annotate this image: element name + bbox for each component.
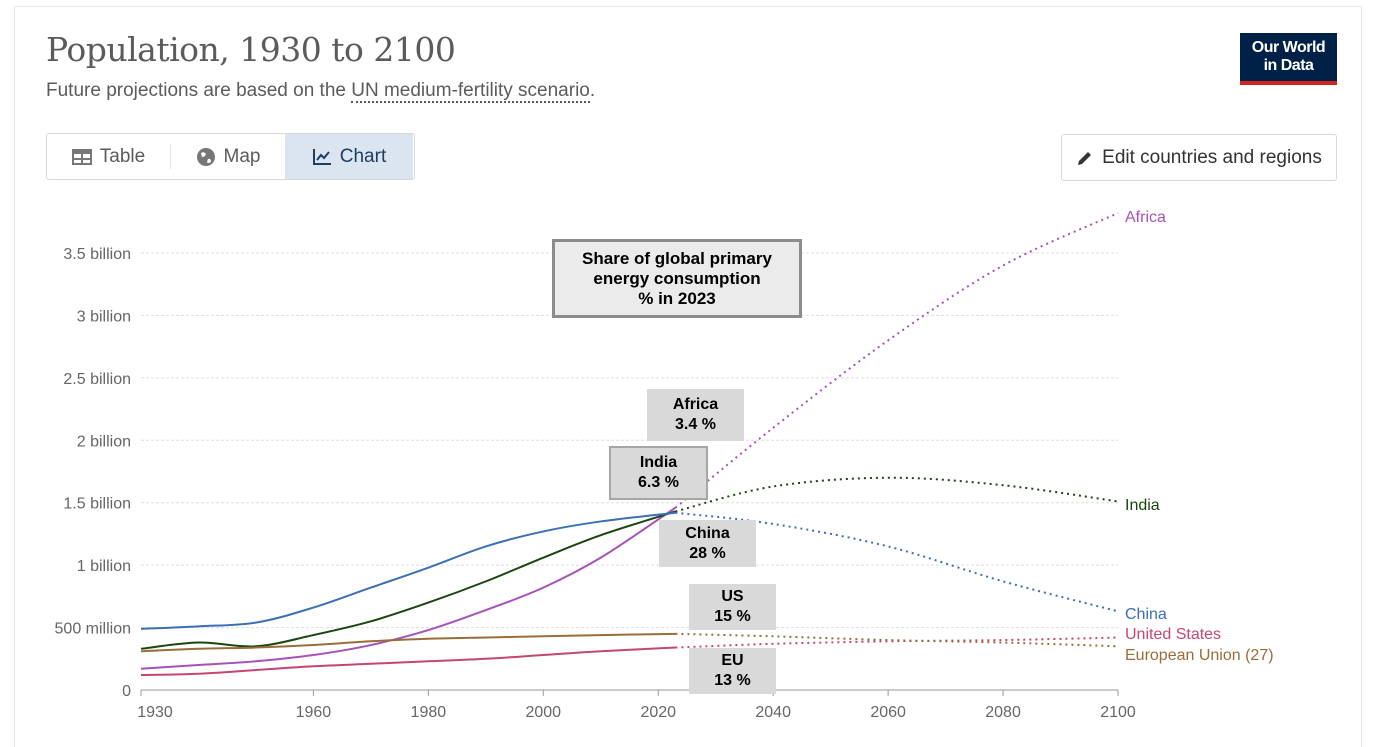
series-line-india xyxy=(140,510,676,650)
annotation-us: US 15 % xyxy=(689,584,776,630)
edit-countries-button[interactable]: Edit countries and regions xyxy=(1061,134,1337,181)
y-tick-label: 500 million xyxy=(55,621,131,638)
annotation-heading: Share of global primary energy consumpti… xyxy=(552,239,802,318)
projection-line-united-states xyxy=(675,636,1119,649)
annotation-value: 13 % xyxy=(714,672,751,689)
line-chart-icon xyxy=(312,148,331,165)
subtitle-text: Future projections are based on the xyxy=(46,80,352,101)
y-tick-label: 3.5 billion xyxy=(63,246,131,263)
tab-label: Map xyxy=(223,145,261,167)
annotation-label: EU xyxy=(721,652,744,669)
pencil-icon xyxy=(1078,151,1092,165)
tab-table[interactable]: Table xyxy=(47,134,170,179)
logo-line: Our World xyxy=(1251,39,1326,56)
logo-line: in Data xyxy=(1263,57,1314,74)
tab-label: Table xyxy=(99,145,146,167)
view-tabs: Table Map Chart xyxy=(46,133,415,180)
annotation-value: 15 % xyxy=(714,608,751,625)
series-line-china xyxy=(140,511,676,630)
y-tick-label: 2 billion xyxy=(77,433,131,450)
series-label: India xyxy=(1125,497,1160,514)
series-line-united-states xyxy=(140,646,676,677)
annotation-line: energy consumption xyxy=(593,268,761,288)
series-line-european-union- xyxy=(140,632,676,653)
edit-button-label: Edit countries and regions xyxy=(1102,146,1322,168)
series-label: European Union (27) xyxy=(1125,647,1274,664)
annotation-value: 3.4 % xyxy=(675,416,716,433)
annotation-label: India xyxy=(639,454,678,471)
x-tick-label: 2040 xyxy=(755,704,791,721)
y-tick-label: 2.5 billion xyxy=(63,371,131,388)
annotation-india: India 6.3 % xyxy=(609,446,708,500)
annotation-africa: Africa 3.4 % xyxy=(647,389,744,441)
tab-label: Chart xyxy=(339,145,387,167)
series-label: China xyxy=(1125,606,1167,623)
y-tick-label: 0 xyxy=(122,683,131,700)
y-tick-label: 1.5 billion xyxy=(63,496,131,513)
annotation-label: China xyxy=(685,524,730,542)
owid-logo[interactable]: Our World in Data xyxy=(1240,33,1337,85)
y-tick-label: 1 billion xyxy=(77,558,131,575)
page-title: Population, 1930 to 2100 xyxy=(46,30,456,69)
tab-map[interactable]: Map xyxy=(171,134,285,179)
x-tick-label: 1980 xyxy=(411,704,447,721)
x-tick-label: 2000 xyxy=(525,704,561,721)
annotation-line: Share of global primary xyxy=(582,248,772,268)
projection-line-africa xyxy=(674,212,1119,509)
annotation-label: Africa xyxy=(672,396,719,413)
subtitle: Future projections are based on the UN m… xyxy=(46,80,596,103)
chart-frame xyxy=(14,6,1362,747)
x-tick-label: 2060 xyxy=(870,704,906,721)
series-label: United States xyxy=(1125,626,1221,643)
x-tick-label: 1960 xyxy=(296,704,332,721)
annotation-value: 6.3 % xyxy=(638,474,679,491)
annotation-line: % in 2023 xyxy=(638,288,716,308)
annotation-china: China 28 % xyxy=(659,520,756,567)
tab-chart[interactable]: Chart xyxy=(285,134,413,179)
scenario-link[interactable]: UN medium-fertility scenario xyxy=(351,80,590,103)
series-line-africa xyxy=(140,506,677,670)
y-tick-label: 3 billion xyxy=(77,308,131,325)
annotation-label: US xyxy=(721,588,744,605)
series-label: Africa xyxy=(1125,209,1166,226)
x-tick-label: 2020 xyxy=(640,704,676,721)
divider xyxy=(170,144,171,169)
x-tick-label: 2080 xyxy=(985,704,1021,721)
globe-icon xyxy=(196,147,215,166)
annotation-eu: EU 13 % xyxy=(689,648,776,694)
table-icon xyxy=(71,148,92,165)
annotation-value: 28 % xyxy=(689,544,726,562)
subtitle-end: . xyxy=(589,80,596,101)
x-tick-label: 1930 xyxy=(137,704,173,721)
x-tick-label: 2100 xyxy=(1100,704,1136,721)
projection-line-india xyxy=(675,476,1119,513)
